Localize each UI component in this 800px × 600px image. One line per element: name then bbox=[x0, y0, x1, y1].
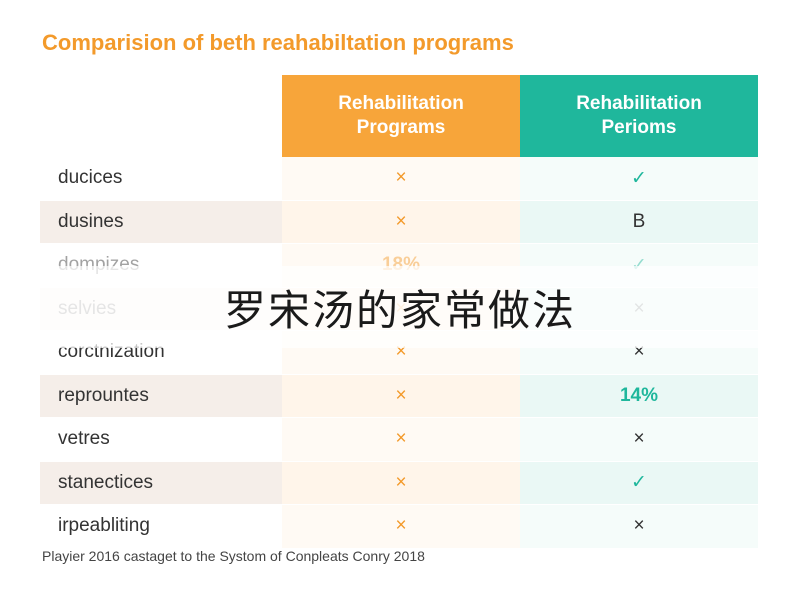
table-row: dusines × B bbox=[40, 200, 758, 244]
cell-perioms: × bbox=[520, 418, 758, 461]
cross-icon: × bbox=[395, 515, 407, 537]
table-row: ducices × ✓ bbox=[40, 157, 758, 201]
cell-programs: × bbox=[282, 505, 520, 548]
row-label: stanectices bbox=[40, 461, 282, 504]
table-row: stanectices × ✓ bbox=[40, 461, 758, 505]
check-icon: ✓ bbox=[631, 167, 647, 189]
column-header-perioms: Rehabilitation Perioms bbox=[520, 75, 758, 157]
cross-icon: × bbox=[395, 428, 407, 450]
cell-perioms: × bbox=[520, 505, 758, 548]
cell-programs: × bbox=[282, 200, 520, 243]
check-icon: ✓ bbox=[631, 472, 647, 494]
cross-icon: × bbox=[633, 428, 645, 450]
table-header: Rehabilitation Programs Rehabilitation P… bbox=[40, 75, 758, 157]
cross-icon: × bbox=[395, 210, 407, 232]
row-label: vetres bbox=[40, 418, 282, 461]
column-header-programs: Rehabilitation Programs bbox=[282, 75, 520, 157]
cell-value: B bbox=[632, 210, 646, 232]
cross-icon: × bbox=[395, 341, 407, 363]
footer-source: Playier 2016 castaget to the Systom of C… bbox=[42, 548, 425, 564]
row-label: ducices bbox=[40, 157, 282, 200]
cell-programs: × bbox=[282, 157, 520, 200]
header-blank-cell bbox=[40, 75, 282, 157]
cell-perioms: ✓ bbox=[520, 461, 758, 504]
cell-programs: × bbox=[282, 418, 520, 461]
cell-programs: × bbox=[282, 461, 520, 504]
cross-icon: × bbox=[395, 167, 407, 189]
cross-icon: × bbox=[633, 515, 645, 537]
table-row: reprountes × 14% bbox=[40, 374, 758, 418]
cell-value: 14% bbox=[619, 384, 659, 406]
chart-title: Comparision of beth reahabiltation progr… bbox=[42, 30, 514, 55]
cross-icon: × bbox=[395, 471, 407, 493]
cross-icon: × bbox=[633, 341, 645, 363]
cell-perioms: 14% bbox=[520, 374, 758, 417]
row-label: reprountes bbox=[40, 374, 282, 417]
table-row: irpeabliting × × bbox=[40, 505, 758, 549]
overlay-caption: 罗宋汤的家常做法 bbox=[0, 266, 800, 348]
cell-perioms: B bbox=[520, 200, 758, 243]
table-row: vetres × × bbox=[40, 418, 758, 462]
cross-icon: × bbox=[395, 384, 407, 406]
cell-perioms: ✓ bbox=[520, 157, 758, 200]
table-body: ducices×✓dusines×Bdompizes18%✓selvies××c… bbox=[40, 157, 758, 549]
row-label: irpeabliting bbox=[40, 505, 282, 548]
row-label: dusines bbox=[40, 200, 282, 243]
cell-programs: × bbox=[282, 374, 520, 417]
